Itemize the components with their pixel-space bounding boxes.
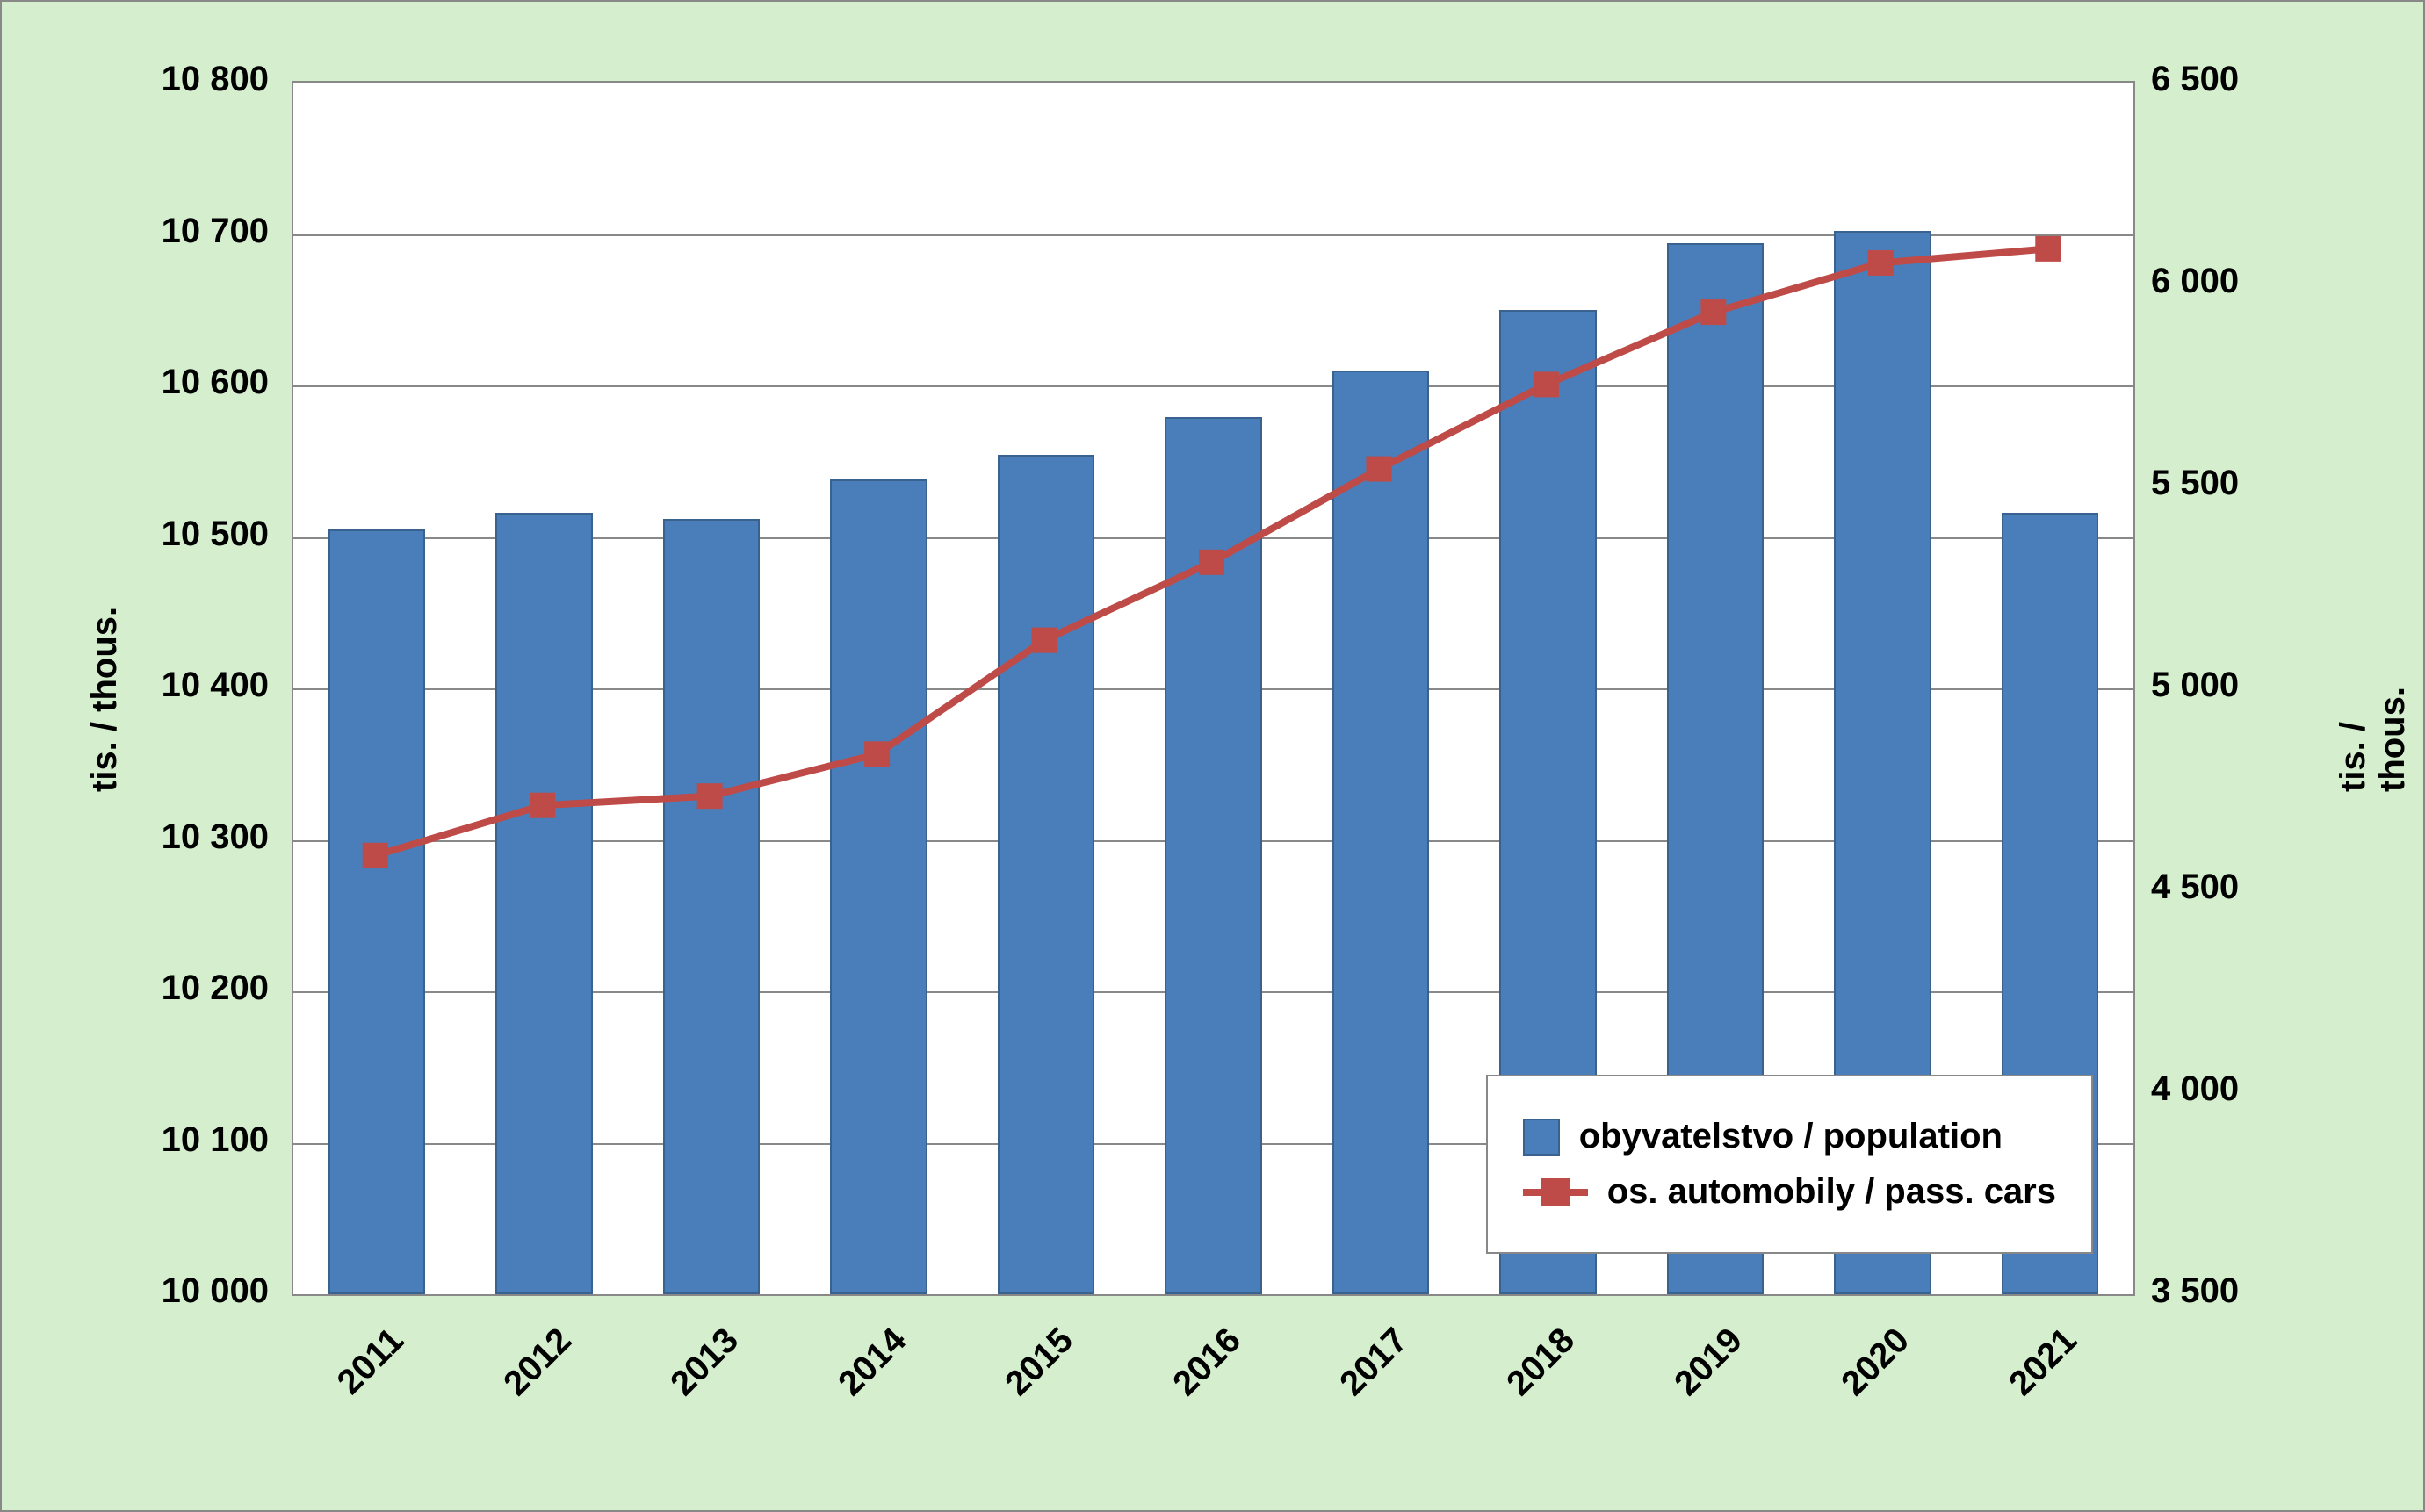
x-axis-tick-label: 2017 (1313, 1321, 1416, 1423)
bar (1332, 371, 1429, 1294)
x-axis-tick-label: 2018 (1481, 1321, 1584, 1423)
chart-legend: obyvatelstvo / population os. automobily… (1486, 1075, 2093, 1254)
bar (663, 519, 760, 1294)
y-right-tick-label: 6 500 (2151, 60, 2239, 99)
y-right-axis-title: tis. / thous. (2334, 687, 2413, 792)
chart-container: 10 000 10 100 10 200 10 300 10 400 10 500 10 6… (0, 0, 2425, 1512)
bar (328, 529, 425, 1294)
legend-swatch-bar (1523, 1119, 1560, 1156)
y-left-tick-label: 10 300 (162, 817, 269, 857)
bar (495, 513, 592, 1294)
legend-label-cars: os. automobily / pass. cars (1607, 1172, 2056, 1212)
x-axis-tick-label: 2012 (477, 1321, 580, 1423)
legend-item-population: obyvatelstvo / population (1523, 1117, 2056, 1156)
y-right-tick-label: 4 000 (2151, 1069, 2239, 1109)
y-right-tick-label: 3 500 (2151, 1271, 2239, 1311)
y-left-tick-label: 10 600 (162, 363, 269, 402)
y-right-tick-label: 5 000 (2151, 666, 2239, 705)
y-left-tick-label: 10 500 (162, 515, 269, 554)
legend-item-cars: os. automobily / pass. cars (1523, 1172, 2056, 1212)
y-right-tick-label: 5 500 (2151, 464, 2239, 503)
x-axis-tick-label: 2016 (1146, 1321, 1249, 1423)
bar (1165, 417, 1261, 1294)
x-axis-tick-label: 2014 (812, 1321, 914, 1423)
x-axis-tick-label: 2020 (1815, 1321, 1917, 1423)
y-left-tick-label: 10 800 (162, 60, 269, 99)
y-left-tick-label: 10 700 (162, 212, 269, 251)
bar (830, 479, 927, 1294)
y-right-tick-label: 6 000 (2151, 262, 2239, 301)
x-axis-tick-label: 2013 (644, 1321, 747, 1423)
legend-label-population: obyvatelstvo / population (1579, 1117, 2003, 1156)
x-axis-tick-label: 2021 (1982, 1321, 2085, 1423)
y-left-tick-label: 10 200 (162, 968, 269, 1008)
x-axis-tick-label: 2019 (1648, 1321, 1750, 1423)
x-axis-tick-label: 2011 (309, 1321, 412, 1423)
y-left-tick-label: 10 400 (162, 666, 269, 705)
bar (998, 455, 1094, 1294)
y-left-tick-label: 10 100 (162, 1120, 269, 1160)
y-left-axis-title: tis. / thous. (85, 607, 125, 792)
legend-swatch-line (1523, 1176, 1588, 1209)
y-left-tick-label: 10 000 (162, 1271, 269, 1311)
x-axis-tick-label: 2015 (978, 1321, 1081, 1423)
y-right-tick-label: 4 500 (2151, 868, 2239, 907)
